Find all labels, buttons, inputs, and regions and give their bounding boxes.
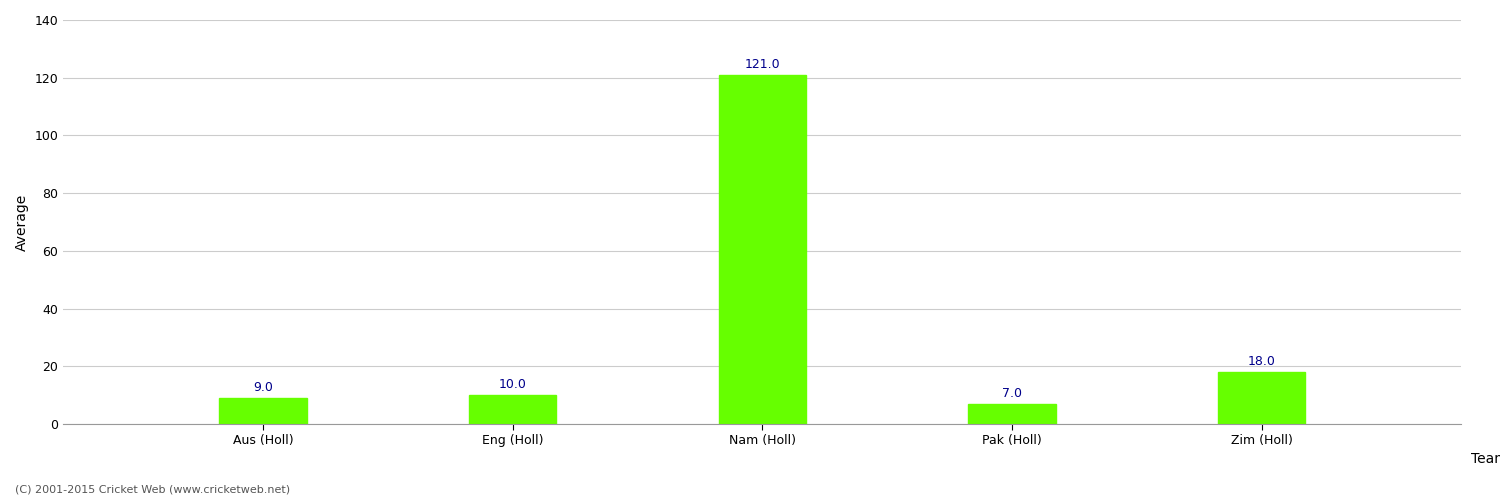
Text: (C) 2001-2015 Cricket Web (www.cricketweb.net): (C) 2001-2015 Cricket Web (www.cricketwe… [15,485,290,495]
X-axis label: Team: Team [1472,452,1500,466]
Text: 9.0: 9.0 [254,380,273,394]
Bar [219,398,306,424]
Bar [718,75,806,424]
Bar [968,404,1056,424]
Text: 121.0: 121.0 [744,58,780,70]
Text: 10.0: 10.0 [498,378,526,391]
Text: 7.0: 7.0 [1002,386,1022,400]
Text: 18.0: 18.0 [1248,355,1275,368]
Y-axis label: Average: Average [15,194,28,250]
Bar [1218,372,1305,424]
Bar [470,395,556,424]
